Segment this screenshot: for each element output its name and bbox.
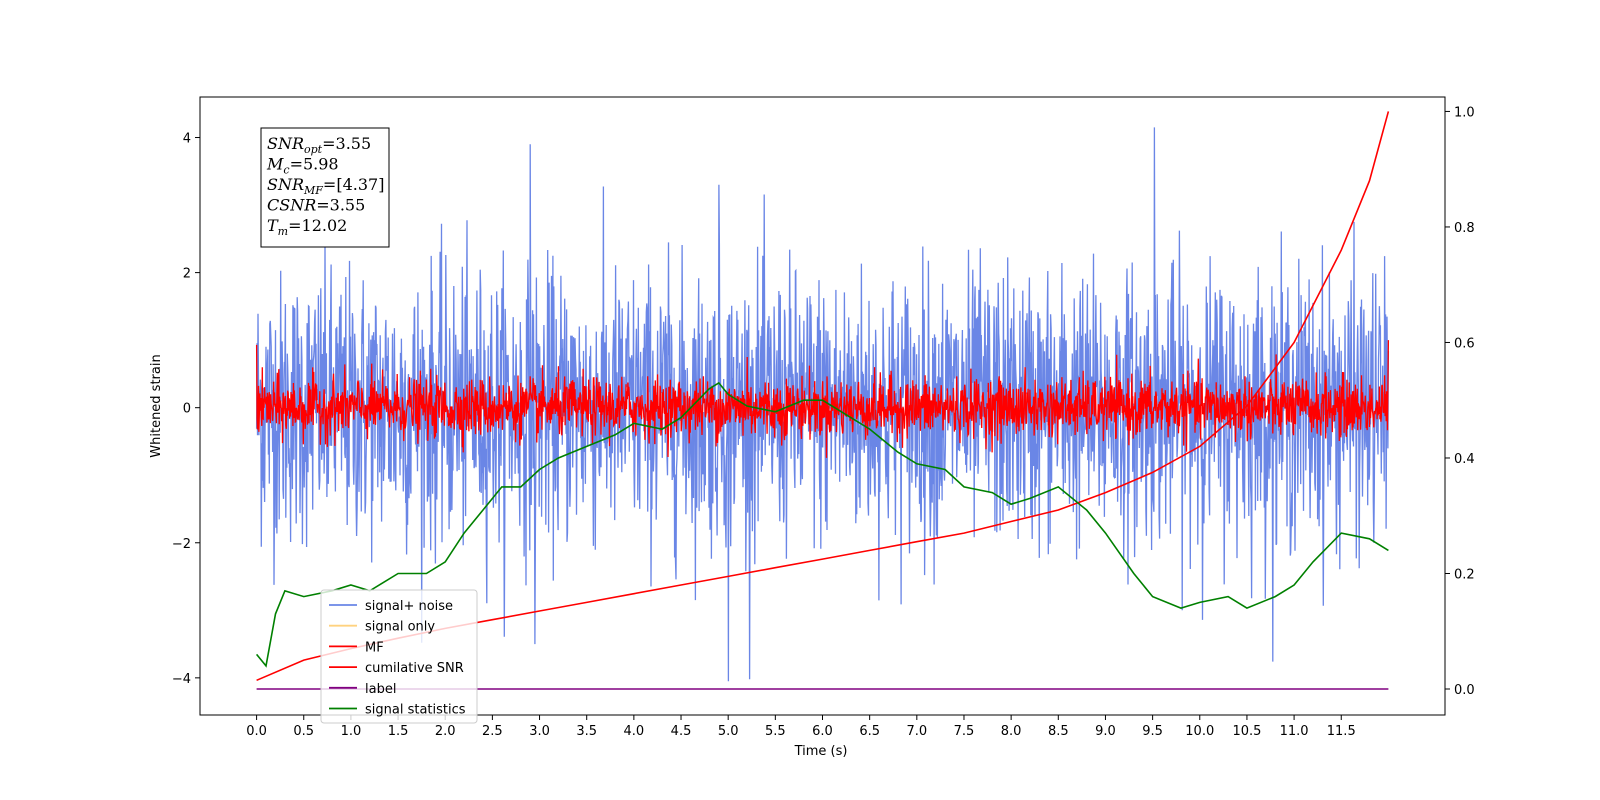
x-tick-label: 7.0 (906, 724, 927, 739)
annotation-value: =5.98 (290, 155, 339, 174)
x-tick-label: 2.0 (435, 724, 456, 739)
annotation-symbol: CSNR (267, 196, 316, 215)
annotation-frame (260, 127, 390, 248)
annotation-line: Mc=5.98 (266, 155, 339, 177)
y2-tick-label: 0.8 (1454, 221, 1475, 236)
x-tick-label: 8.0 (1001, 724, 1022, 739)
legend-label: signal only (365, 620, 435, 635)
legend-frame (320, 589, 478, 724)
annotation-value: =[4.37] (323, 175, 385, 194)
x-tick-label: 10.5 (1232, 724, 1261, 739)
legend-label: label (365, 682, 396, 697)
y-tick-label: −2 (172, 537, 191, 552)
x-tick-label: 7.5 (954, 724, 975, 739)
annotation-value: =12.02 (288, 216, 347, 235)
y2-tick-label: 1.0 (1454, 105, 1475, 120)
x-tick-label: 4.5 (671, 724, 692, 739)
x-tick-label: 6.5 (859, 724, 880, 739)
x-tick-label: 8.5 (1048, 724, 1069, 739)
legend-label: MF (365, 640, 384, 655)
y-axis-left: −4 −2 0 2 4 (172, 132, 200, 687)
annotation-symbol: T (267, 216, 279, 235)
series-signal-statistics-line (255, 381, 1389, 668)
x-tick-label: 0.5 (293, 724, 314, 739)
y2-tick-label: 0.0 (1454, 683, 1475, 698)
annotation-value: =3.55 (322, 134, 371, 153)
annotation-subscript: MF (303, 184, 323, 197)
annotation-line: Tm=12.02 (267, 216, 347, 238)
legend-label: signal statistics (365, 703, 466, 718)
y-tick-label: −4 (172, 672, 191, 687)
x-tick-label: 5.0 (718, 724, 739, 739)
annotation-symbol: M (266, 155, 284, 174)
x-tick-label: 1.5 (388, 724, 409, 739)
annotation-symbol: SNR (267, 134, 304, 153)
y2-tick-label: 0.6 (1454, 336, 1475, 351)
x-tick-label: 4.0 (624, 724, 645, 739)
annotation-symbol: SNR (267, 175, 304, 194)
x-tick-label: 5.5 (765, 724, 786, 739)
x-tick-label: 0.0 (246, 724, 267, 739)
y2-tick-label: 0.2 (1454, 567, 1475, 582)
annotation-value: =3.55 (316, 196, 365, 215)
x-tick-label: 2.5 (482, 724, 503, 739)
annotation-subscript: m (278, 225, 288, 238)
annotation-line: SNRMF=[4.37] (267, 175, 384, 197)
x-tick-label: 11.0 (1280, 724, 1309, 739)
y-tick-label: 4 (183, 132, 191, 147)
annotation-box: SNRopt=3.55Mc=5.98SNRMF=[4.37]CSNR=3.55T… (260, 127, 390, 248)
x-axis-title: Time (s) (794, 744, 848, 759)
annotation-line: SNRopt=3.55 (267, 134, 371, 156)
x-tick-label: 11.5 (1327, 724, 1356, 739)
y-axis-right: 0.0 0.2 0.4 0.6 0.8 1.0 (1445, 105, 1475, 698)
x-tick-label: 1.0 (341, 724, 362, 739)
x-tick-label: 9.0 (1095, 724, 1116, 739)
x-tick-label: 9.5 (1142, 724, 1163, 739)
x-tick-label: 6.0 (812, 724, 833, 739)
x-axis: 0.0 0.5 1.0 1.5 2.0 2.5 3.0 3.5 4.0 4.5 5.0 5.5 6.0 6… (246, 715, 1356, 739)
y-tick-label: 2 (183, 267, 191, 282)
annotation-subscript: opt (304, 143, 323, 156)
y-axis-title: Whitened strain (149, 354, 164, 457)
x-tick-label: 10.0 (1185, 724, 1214, 739)
x-tick-label: 3.0 (529, 724, 550, 739)
legend-label: signal+ noise (365, 599, 453, 614)
legend: signal+ noise signal only MF cumilative SNR… (320, 589, 478, 724)
y-tick-label: 0 (183, 402, 191, 417)
series-mf-line (255, 340, 1390, 458)
y2-tick-label: 0.4 (1454, 452, 1475, 467)
x-tick-label: 3.5 (576, 724, 597, 739)
annotation-subscript: c (283, 164, 289, 177)
annotation-line: CSNR=3.55 (267, 196, 365, 215)
legend-label: cumilative SNR (365, 661, 464, 676)
